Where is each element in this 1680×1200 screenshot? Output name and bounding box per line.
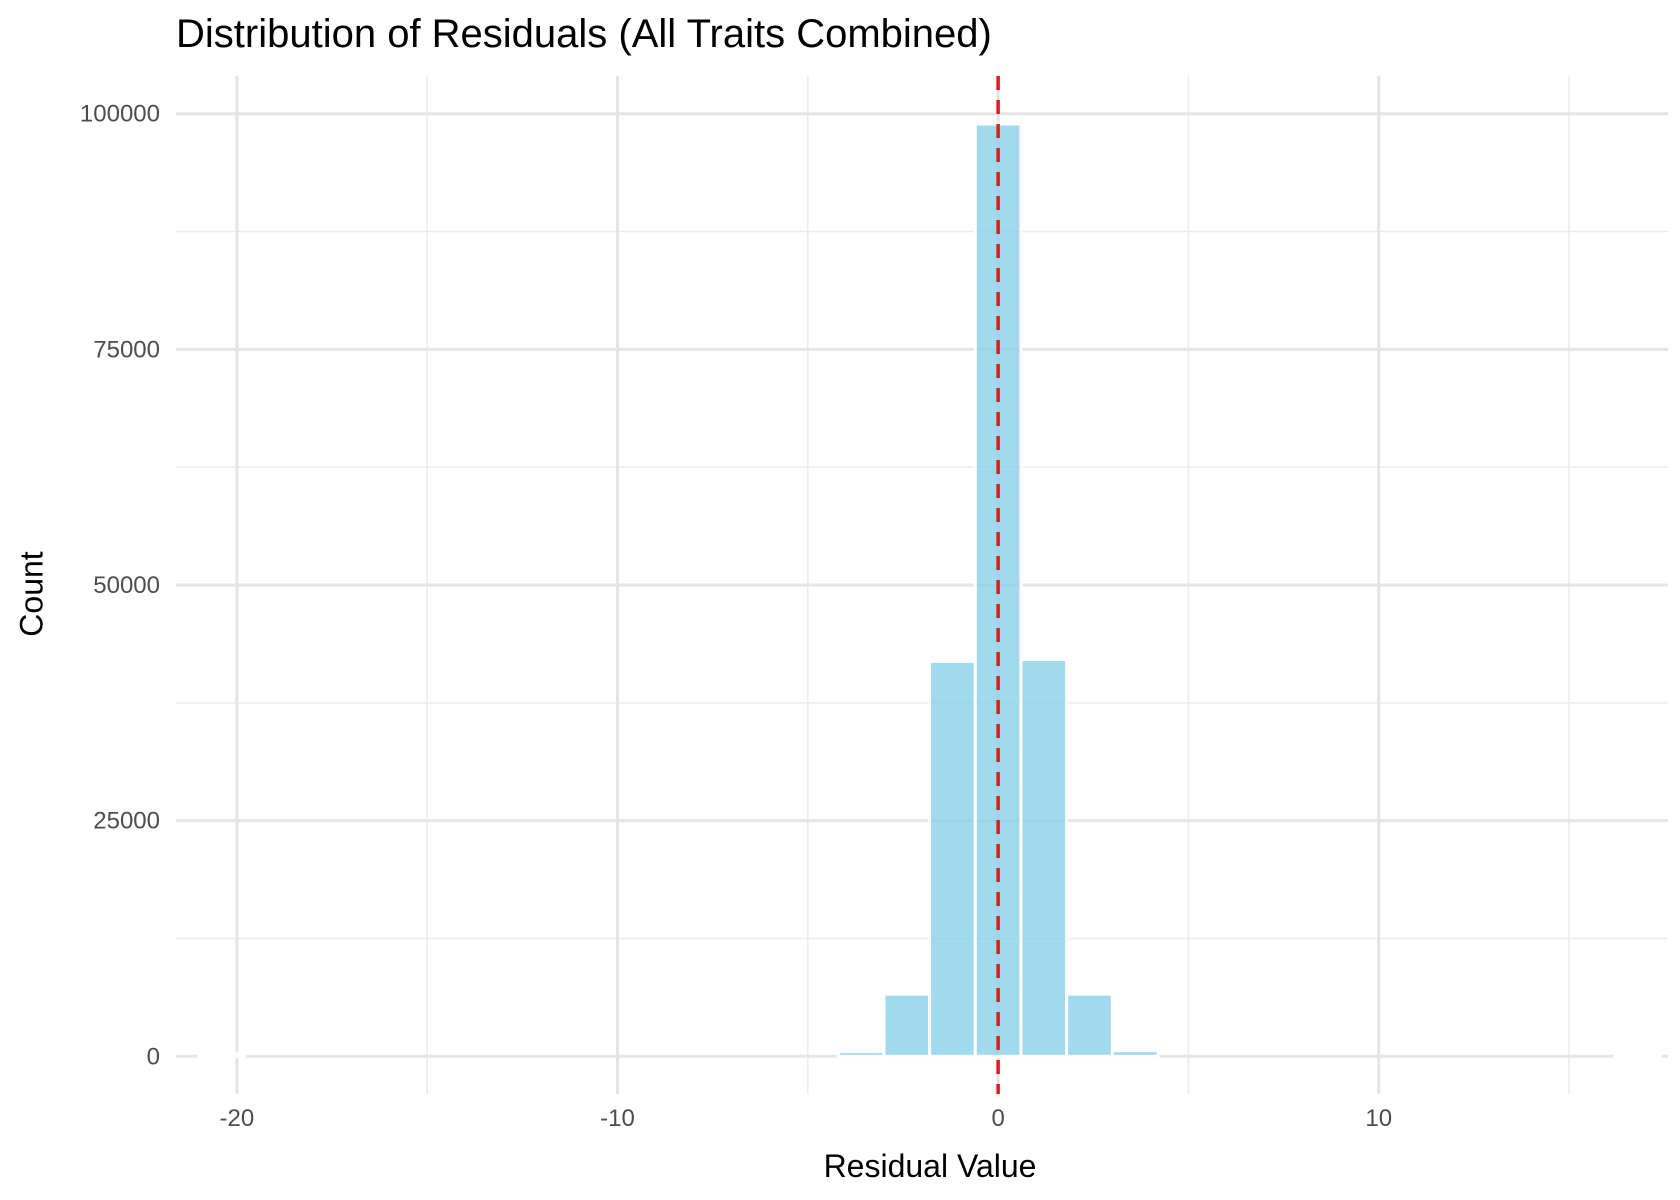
x-axis-label: Residual Value (0, 1148, 1680, 1185)
histogram-bars (197, 122, 1662, 1058)
x-tick-label: -10 (600, 1105, 635, 1132)
histogram-bar (197, 1052, 247, 1058)
x-tick-label: -20 (220, 1105, 255, 1132)
y-tick-label: 25000 (93, 808, 160, 835)
x-tick-label: 10 (1365, 1105, 1392, 1132)
x-tick-label: 0 (991, 1105, 1004, 1132)
histogram-bar (1065, 992, 1114, 1058)
x-axis-label-text: Residual Value (823, 1148, 1037, 1184)
y-tick-label: 50000 (93, 572, 160, 599)
histogram-bar (882, 992, 932, 1058)
y-axis-label: Count (13, 551, 50, 637)
chart-title: Distribution of Residuals (All Traits Co… (176, 12, 992, 56)
histogram-bar (1019, 657, 1069, 1058)
y-tick-labels: 0 25000 50000 75000 100000 (80, 101, 160, 1071)
histogram-bar (836, 1050, 886, 1058)
y-tick-label: 75000 (93, 336, 160, 363)
major-gridlines (176, 76, 1668, 1094)
y-tick-label: 100000 (80, 101, 160, 128)
x-tick-labels: -20 -10 0 10 (220, 1105, 1393, 1132)
y-tick-label: 0 (147, 1043, 160, 1070)
histogram-bar (1110, 1049, 1160, 1058)
histogram-bar (928, 659, 977, 1058)
histogram-bar (1613, 1052, 1662, 1058)
